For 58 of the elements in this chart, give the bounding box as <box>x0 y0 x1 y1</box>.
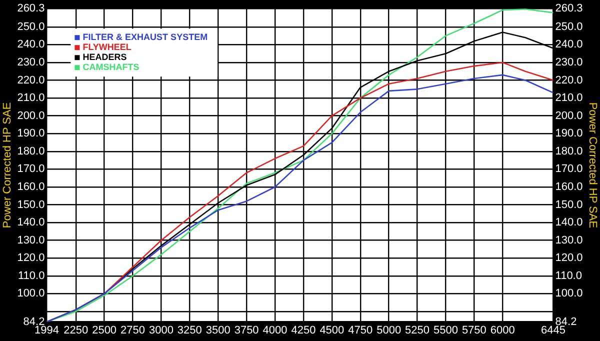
x-tick-label: 5250 <box>405 324 430 336</box>
y2-tick-label: 210.0 <box>555 92 583 104</box>
y-tick-label: 110.0 <box>18 270 45 282</box>
x-tick-label: 5750 <box>462 324 486 336</box>
y-tick-label: 250.0 <box>17 20 45 33</box>
x-tick-label: 4750 <box>348 324 373 336</box>
y-tick-label: 190.0 <box>17 128 45 140</box>
y-tick-label: 130.0 <box>17 234 45 246</box>
y-tick-label: 200.0 <box>17 110 45 122</box>
x-tick-label: 4500 <box>320 324 344 336</box>
x-tick-label: 6445 <box>541 324 566 336</box>
y2-tick-label: 130.0 <box>555 234 583 246</box>
y2-tick-label: 190.0 <box>555 128 583 140</box>
y2-tick-label: 180.0 <box>555 145 583 158</box>
y-tick-label: 140.0 <box>17 216 45 229</box>
y2-tick-label: 150.0 <box>555 198 583 211</box>
y-tick-label: 220.0 <box>17 74 45 86</box>
x-tick-label: 3000 <box>148 324 174 336</box>
y-tick-label: 120.0 <box>17 252 45 264</box>
y-tick-label: 230.0 <box>17 56 45 69</box>
y-axis-title: Power Corrected HP SAE <box>2 102 14 228</box>
x-tick-label: 6000 <box>490 324 515 336</box>
x-tick-label: 3500 <box>206 324 230 336</box>
x-tick-label: 2500 <box>92 324 117 336</box>
y2-tick-label: 140.0 <box>555 216 583 229</box>
legend-label: FILTER & EXHAUST SYSTEM <box>82 32 208 42</box>
y-tick-label: 210.0 <box>17 92 45 104</box>
y2-tick-label: 240.0 <box>555 38 583 51</box>
y2-tick-label: 200.0 <box>555 110 583 122</box>
x-tick-label: 4250 <box>291 324 316 336</box>
x-tick-label: 1994 <box>34 324 59 336</box>
y2-tick-label: 220.0 <box>555 74 583 86</box>
x-tick-label: 2750 <box>120 324 146 336</box>
y-tick-label: 260.3 <box>17 2 45 15</box>
x-tick-label: 2250 <box>64 324 88 336</box>
legend-label: FLYWHEEL <box>82 42 132 52</box>
y2-axis-title: Power Corrected HP SAE <box>586 102 598 228</box>
y2-tick-label: 250.0 <box>555 20 583 33</box>
x-tick-label: 5500 <box>433 324 458 336</box>
y-tick-label: 240.0 <box>17 38 45 51</box>
y2-tick-label: 120.0 <box>555 252 583 264</box>
x-tick-label: 3250 <box>177 324 202 336</box>
y-tick-label: 100.0 <box>17 288 45 300</box>
y-tick-label: 180.0 <box>17 145 45 158</box>
y2-tick-label: 110.0 <box>555 270 582 282</box>
y-tick-label: 150.0 <box>17 198 45 211</box>
x-tick-label: 4000 <box>262 324 288 336</box>
x-tick-label: 3750 <box>234 324 259 336</box>
y-tick-label: 160.0 <box>17 181 45 194</box>
y2-tick-label: 160.0 <box>555 181 583 194</box>
y2-tick-label: 100.0 <box>555 288 583 300</box>
y2-tick-label: 170.0 <box>555 163 583 176</box>
legend-label: HEADERS <box>82 52 127 62</box>
x-tick-label: 5000 <box>376 324 402 336</box>
y-tick-label: 170.0 <box>17 163 45 176</box>
legend-label: CAMSHAFTS <box>82 62 140 72</box>
y2-tick-label: 230.0 <box>555 56 583 69</box>
y2-tick-label: 260.3 <box>555 2 583 15</box>
